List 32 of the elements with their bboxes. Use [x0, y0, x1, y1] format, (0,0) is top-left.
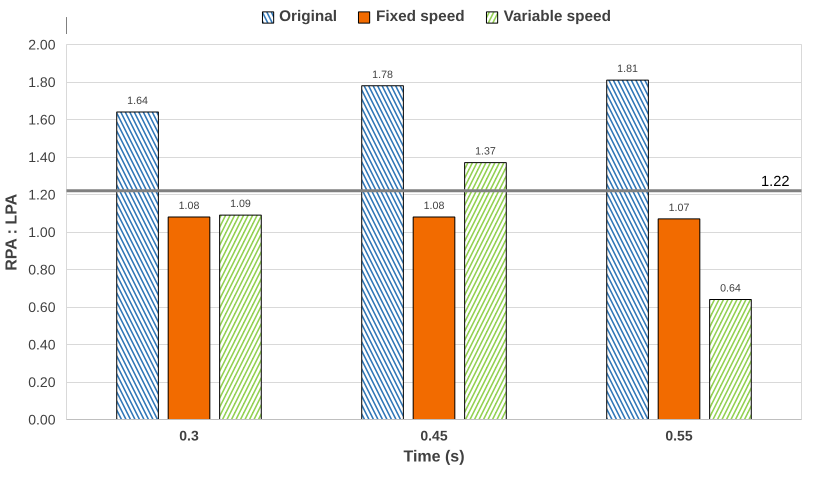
- bar: [412, 216, 456, 420]
- bar: [658, 218, 700, 420]
- y-axis-title: RPA : LPA: [3, 193, 20, 271]
- y-tick-label: 1.00: [28, 224, 56, 240]
- x-tick-label: 0.45: [420, 428, 448, 444]
- bar: [168, 216, 210, 420]
- x-tick-label: 0.55: [665, 428, 693, 444]
- y-tick-label: 1.80: [28, 74, 56, 90]
- data-label: 1.64: [127, 95, 148, 107]
- data-label: 1.08: [178, 200, 200, 212]
- y-tick-label: 0.60: [28, 299, 56, 315]
- data-label: 1.81: [617, 63, 638, 76]
- y-tick-label: 1.60: [28, 112, 56, 128]
- y-tick-label: 0.80: [28, 262, 56, 278]
- x-axis-title: Time (s): [403, 448, 465, 466]
- data-label: 1.09: [230, 198, 251, 210]
- data-label: 1.07: [668, 202, 690, 214]
- y-tick-label: 2.00: [28, 36, 56, 52]
- data-label: 1.08: [424, 200, 444, 212]
- x-tick-label: 0.3: [179, 428, 199, 444]
- data-label: 1.37: [475, 146, 496, 158]
- legend-label: Fixed speed: [376, 8, 465, 26]
- data-label: 1.78: [372, 68, 393, 81]
- y-tick-label: 0.40: [28, 336, 56, 352]
- y-tick-label: 0.20: [28, 374, 56, 390]
- y-tick-label: 1.20: [28, 186, 56, 202]
- y-tick-label: 0.00: [28, 412, 56, 428]
- legend-label: Variable speed: [504, 8, 611, 26]
- legend-label: Original: [279, 8, 337, 26]
- data-label: 0.64: [720, 282, 741, 294]
- ref-line-label: 1.22: [760, 174, 790, 190]
- y-tick-label: 1.40: [28, 149, 56, 165]
